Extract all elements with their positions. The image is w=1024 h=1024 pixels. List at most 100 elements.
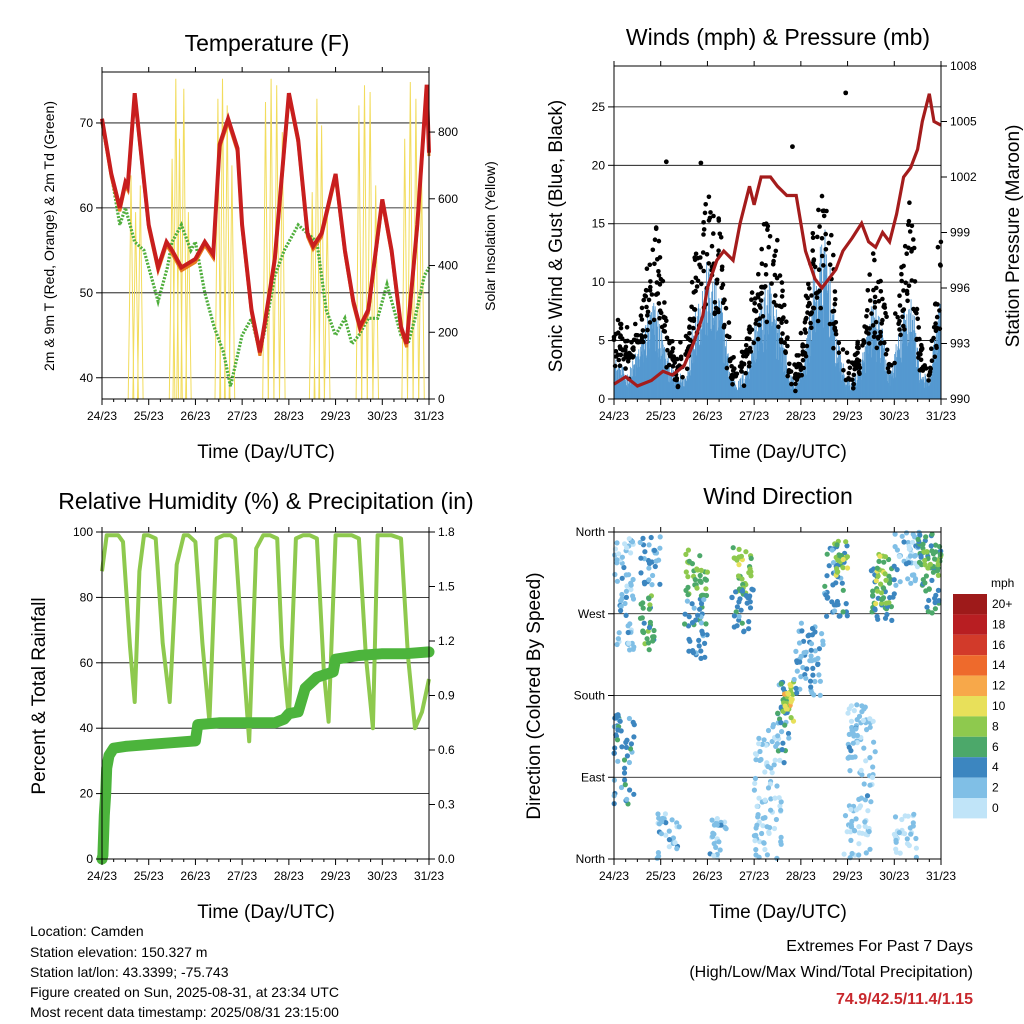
direction-point — [685, 623, 692, 629]
direction-point — [832, 608, 838, 614]
winds-title: Winds (mph) & Pressure (mb) — [626, 24, 930, 50]
direction-point — [736, 613, 742, 620]
colorbar-label-4: 12 — [992, 679, 1006, 693]
temp-xtick-label-6: 30/23 — [367, 409, 397, 423]
colorbar-swatch-3 — [953, 655, 987, 676]
solar-trace-11 — [228, 165, 236, 400]
dir-xtick-label-2: 26/23 — [692, 869, 722, 883]
direction-point — [881, 559, 887, 565]
gust-point — [927, 369, 933, 375]
direction-point — [933, 549, 939, 555]
gust-point — [935, 302, 940, 307]
direction-point — [846, 744, 852, 750]
direction-point — [842, 813, 849, 819]
gust-point — [753, 321, 758, 326]
direction-point — [629, 539, 636, 545]
direction-point — [905, 576, 911, 582]
direction-point — [767, 781, 774, 787]
direction-point — [903, 530, 910, 536]
dir-ytick-label-2: South — [574, 689, 605, 703]
gust-point — [882, 305, 888, 310]
gust-point — [711, 231, 716, 236]
direction-point — [817, 678, 824, 684]
gust-point — [639, 305, 645, 311]
gust-point — [719, 267, 725, 272]
gust-point — [726, 320, 732, 325]
direction-point — [774, 855, 780, 862]
direction-point — [640, 605, 646, 611]
direction-point — [876, 558, 882, 565]
temperature-plot — [100, 78, 431, 400]
gust-point — [635, 333, 640, 338]
gust-point — [844, 350, 850, 356]
temp-y2tick-label-4: 800 — [438, 125, 458, 139]
direction-point — [621, 757, 628, 763]
extremes-subtitle: (High/Low/Max Wind/Total Precipitation) — [689, 964, 973, 981]
gust-point — [697, 262, 702, 268]
direction-point — [912, 560, 919, 567]
direction-point — [649, 582, 655, 588]
direction-point — [626, 572, 632, 578]
gust-point — [906, 222, 911, 227]
direction-point — [889, 617, 895, 624]
gust-point — [680, 374, 685, 380]
gust-point — [783, 349, 788, 354]
gust-point — [784, 319, 789, 325]
direction-point — [693, 617, 699, 623]
gust-point — [878, 278, 883, 284]
gust-point — [657, 315, 662, 321]
direction-point — [614, 540, 620, 546]
dir-xtick-label-6: 30/23 — [879, 869, 909, 883]
direction-point — [691, 605, 697, 611]
direction-point — [640, 600, 646, 606]
gust-point — [747, 360, 752, 366]
gust-point — [645, 313, 650, 318]
direction-point — [888, 604, 895, 610]
gust-point — [919, 347, 924, 352]
colorbar-label-0: 20+ — [992, 597, 1012, 611]
wind-y2tick-label-2: 996 — [950, 281, 970, 295]
direction-point — [878, 581, 884, 587]
gust-point — [612, 363, 618, 369]
direction-point — [833, 580, 839, 586]
gust-point — [645, 309, 651, 315]
gust-point — [867, 326, 872, 331]
direction-point — [642, 549, 648, 555]
direction-point — [663, 820, 669, 826]
gust-point — [769, 281, 774, 286]
gust-point — [883, 310, 888, 316]
direction-point — [618, 603, 624, 610]
solar-trace-18 — [318, 125, 325, 400]
direction-point — [848, 703, 855, 709]
gust-point — [901, 323, 906, 329]
gust-point — [869, 311, 874, 316]
gust-point — [776, 316, 782, 322]
direction-point — [622, 765, 628, 771]
direction-point — [753, 757, 759, 763]
gust-point — [659, 324, 665, 330]
direction-point — [932, 606, 939, 612]
wind-y2tick-label-4: 1002 — [950, 170, 977, 184]
gust-point — [780, 331, 785, 336]
gust-point — [670, 357, 676, 363]
gust-point — [847, 377, 853, 382]
direction-point — [893, 837, 899, 844]
gust-point — [751, 340, 757, 346]
direction-point — [687, 638, 693, 644]
wind-y2tick-label-3: 999 — [950, 226, 970, 240]
gust-point — [755, 336, 761, 342]
direction-point — [747, 605, 754, 611]
gust-point — [631, 345, 636, 350]
direction-point — [816, 646, 823, 652]
direction-point — [638, 555, 644, 561]
direction-point — [616, 551, 622, 557]
direction-point — [823, 592, 829, 598]
solar-trace-6 — [180, 88, 188, 400]
direction-point — [771, 762, 777, 768]
direction-point — [616, 630, 622, 636]
gust-point — [665, 347, 670, 353]
colorbar-swatch-7 — [953, 736, 987, 758]
direction-point — [856, 830, 863, 836]
temperature-y-ticks: 40 50 60 70 — [80, 116, 102, 385]
